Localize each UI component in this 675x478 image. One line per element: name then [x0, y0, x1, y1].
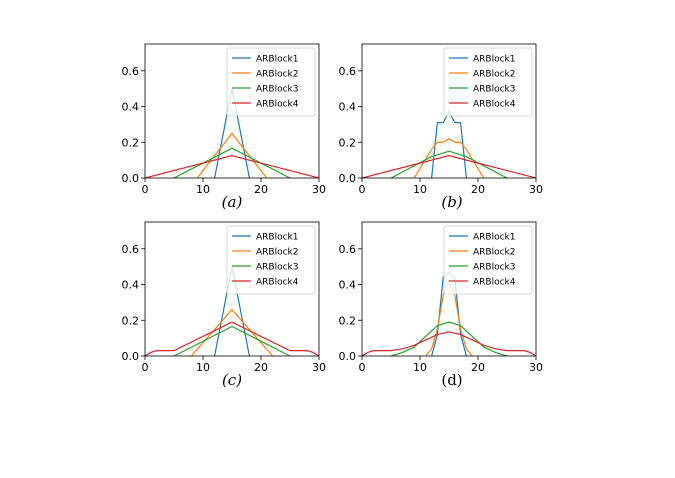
legend: ARBlock1 ARBlock2 ARBlock3 ARBlock4: [226, 225, 316, 295]
x-tick-label: 20: [254, 183, 268, 196]
x-tick-label: 30: [529, 361, 543, 374]
legend-box: [226, 47, 316, 117]
chart-panel-3: 0 10 20 300.00.20.40.6ARBlock1ARBlock2ARBlo…: [122, 221, 326, 389]
plot-frame: [361, 43, 537, 179]
series-line-arblock4: [362, 155, 536, 178]
plot-frame: [144, 221, 320, 357]
series-line-arblock2: [196, 132, 268, 178]
x-tick-label: 20: [471, 361, 485, 374]
legend-label-arblock2: ARBlock2: [256, 248, 298, 258]
legend-label-arblock1: ARBlock1: [256, 233, 298, 243]
x-tick-label: 20: [471, 183, 485, 196]
x-tick-label: 30: [529, 183, 543, 196]
legend-label-arblock3: ARBlock3: [473, 263, 515, 273]
y-tick-label: 0.0: [122, 350, 140, 363]
legend-label-arblock3: ARBlock3: [473, 85, 515, 95]
x-tick-label: 0: [142, 183, 149, 196]
panel-caption: (d): [441, 371, 462, 389]
y-tick-label: 0.0: [339, 350, 357, 363]
plot-frame: [144, 43, 320, 179]
x-tick-label: 30: [312, 183, 326, 196]
y-tick-label: 0.0: [122, 172, 140, 185]
legend: ARBlock1 ARBlock2 ARBlock3 ARBlock4: [443, 47, 533, 117]
chart-panel-2: 0 10 20 300.00.20.40.6ARBlock1ARBlock2ARBlo…: [339, 43, 543, 211]
y-tick-label: 0.2: [339, 136, 357, 149]
series-line-arblock4: [362, 331, 536, 356]
series-line-arblock2: [413, 137, 485, 178]
panel-caption: (c): [222, 371, 242, 389]
y-tick-label: 0.2: [122, 314, 140, 327]
legend-label-arblock3: ARBlock3: [256, 263, 298, 273]
y-tick-label: 0.2: [122, 136, 140, 149]
plot-frame: [361, 221, 537, 357]
series-line-arblock4: [145, 321, 319, 356]
series-line-arblock3: [173, 325, 291, 356]
y-tick-label: 0.2: [339, 314, 357, 327]
legend: ARBlock1 ARBlock2 ARBlock3 ARBlock4: [443, 225, 533, 295]
y-tick-label: 0.4: [122, 279, 140, 292]
legend-box: [443, 47, 533, 117]
legend-label-arblock4: ARBlock4: [473, 100, 516, 110]
x-tick-label: 10: [196, 361, 210, 374]
legend: ARBlock1 ARBlock2 ARBlock3 ARBlock4: [226, 47, 316, 117]
series-line-arblock3: [390, 321, 508, 356]
series-line-arblock3: [173, 147, 291, 178]
legend-label-arblock1: ARBlock1: [256, 55, 298, 65]
x-tick-label: 10: [196, 183, 210, 196]
chart-panel-4: 0 10 20 300.00.20.40.6ARBlock1ARBlock2ARBlo…: [339, 221, 543, 389]
series-line-arblock4: [145, 155, 319, 178]
y-tick-label: 0.6: [339, 65, 357, 78]
x-tick-label: 30: [312, 361, 326, 374]
x-tick-label: 20: [254, 361, 268, 374]
x-tick-label: 10: [413, 183, 427, 196]
y-tick-label: 0.6: [122, 65, 140, 78]
x-tick-label: 0: [142, 361, 149, 374]
panel-caption: (b): [441, 193, 462, 211]
panel-caption: (a): [222, 193, 243, 211]
x-tick-label: 0: [359, 361, 366, 374]
x-tick-label: 0: [359, 183, 366, 196]
y-tick-label: 0.0: [339, 172, 357, 185]
y-tick-label: 0.6: [339, 243, 357, 256]
chart-panel-1: 0 10 20 300.00.20.40.6ARBlock1ARBlock2ARBlo…: [122, 43, 326, 211]
legend-label-arblock3: ARBlock3: [256, 85, 298, 95]
legend-box: [226, 225, 316, 295]
legend-label-arblock1: ARBlock1: [473, 55, 515, 65]
y-tick-label: 0.4: [339, 101, 357, 114]
legend-label-arblock2: ARBlock2: [473, 70, 515, 80]
legend-label-arblock4: ARBlock4: [256, 278, 299, 288]
y-tick-label: 0.4: [339, 279, 357, 292]
legend-label-arblock2: ARBlock2: [473, 248, 515, 258]
legend-label-arblock2: ARBlock2: [256, 70, 298, 80]
y-tick-label: 0.6: [122, 243, 140, 256]
y-tick-label: 0.4: [122, 101, 140, 114]
series-line-arblock2: [190, 308, 274, 356]
legend-label-arblock4: ARBlock4: [473, 278, 516, 288]
legend-box: [443, 225, 533, 295]
series-line-arblock1: [431, 110, 467, 178]
legend-label-arblock4: ARBlock4: [256, 100, 299, 110]
legend-label-arblock1: ARBlock1: [473, 233, 515, 243]
x-tick-label: 10: [413, 361, 427, 374]
